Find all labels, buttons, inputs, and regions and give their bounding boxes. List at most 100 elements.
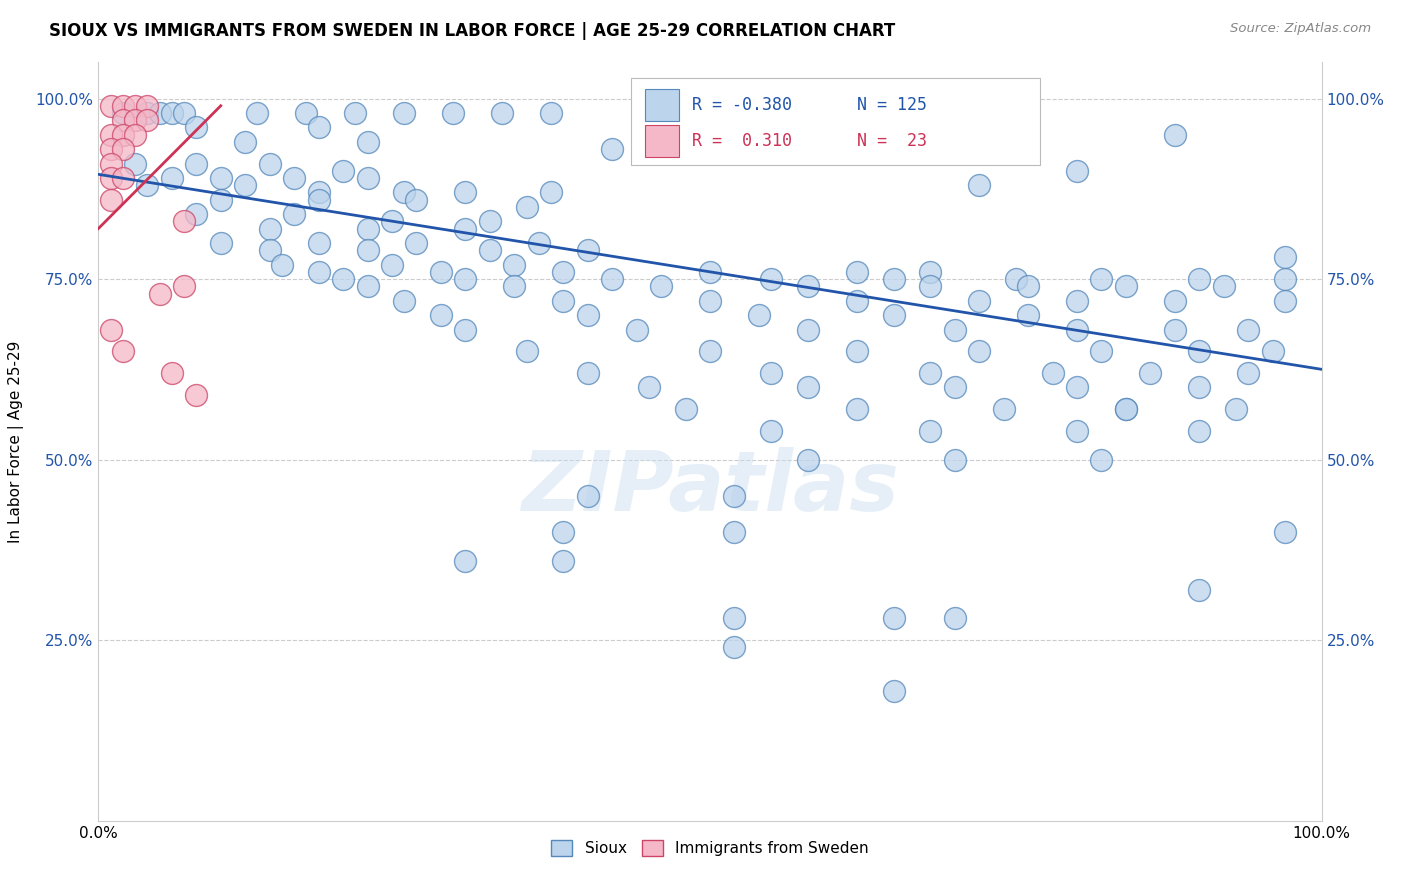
Point	[943, 611, 966, 625]
Point	[967, 293, 990, 308]
Point	[943, 323, 966, 337]
Point	[124, 99, 146, 113]
Point	[392, 186, 416, 200]
Point	[503, 279, 526, 293]
Point	[527, 235, 550, 250]
Text: R =  0.310: R = 0.310	[692, 132, 792, 150]
Point	[797, 380, 820, 394]
Point	[441, 106, 464, 120]
Point	[332, 272, 354, 286]
Point	[308, 186, 330, 200]
Point	[308, 120, 330, 135]
Point	[1274, 293, 1296, 308]
Bar	[645, 126, 679, 157]
Point	[136, 106, 159, 120]
Point	[149, 286, 172, 301]
Point	[381, 214, 404, 228]
Point	[405, 235, 427, 250]
Point	[160, 171, 183, 186]
Point	[920, 366, 942, 380]
Point	[1066, 323, 1088, 337]
Point	[100, 142, 122, 156]
Point	[553, 293, 575, 308]
Point	[943, 106, 966, 120]
Point	[1017, 308, 1039, 322]
Point	[173, 214, 195, 228]
Point	[761, 424, 783, 438]
Point	[1115, 402, 1137, 417]
Point	[124, 156, 146, 170]
Point	[160, 366, 183, 380]
Point	[111, 171, 134, 186]
Point	[761, 272, 783, 286]
Point	[553, 554, 575, 568]
Point	[186, 387, 208, 401]
Point	[1188, 272, 1211, 286]
Point	[797, 279, 820, 293]
Point	[600, 142, 623, 156]
Point	[136, 113, 159, 128]
Point	[540, 106, 562, 120]
Point	[1225, 402, 1247, 417]
Point	[1139, 366, 1161, 380]
FancyBboxPatch shape	[630, 78, 1040, 165]
Text: SIOUX VS IMMIGRANTS FROM SWEDEN IN LABOR FORCE | AGE 25-29 CORRELATION CHART: SIOUX VS IMMIGRANTS FROM SWEDEN IN LABOR…	[49, 22, 896, 40]
Point	[233, 178, 256, 193]
Point	[797, 323, 820, 337]
Point	[111, 344, 134, 359]
Point	[503, 258, 526, 272]
Point	[1274, 524, 1296, 539]
Point	[1115, 279, 1137, 293]
Point	[259, 156, 281, 170]
Point	[111, 113, 134, 128]
Point	[1066, 380, 1088, 394]
Point	[454, 186, 477, 200]
Point	[308, 193, 330, 207]
Point	[173, 106, 195, 120]
Y-axis label: In Labor Force | Age 25-29: In Labor Force | Age 25-29	[8, 341, 24, 542]
Point	[136, 99, 159, 113]
Point	[845, 344, 868, 359]
Point	[478, 214, 501, 228]
Point	[515, 344, 537, 359]
Point	[136, 178, 159, 193]
Point	[1261, 344, 1284, 359]
Point	[209, 193, 232, 207]
Point	[576, 489, 599, 503]
Point	[1274, 272, 1296, 286]
Point	[332, 163, 354, 178]
Point	[454, 272, 477, 286]
Point	[100, 99, 122, 113]
Point	[356, 243, 378, 257]
Point	[1188, 344, 1211, 359]
Point	[1164, 323, 1187, 337]
Point	[100, 171, 122, 186]
Point	[430, 308, 453, 322]
Point	[723, 611, 745, 625]
Point	[553, 524, 575, 539]
Point	[1237, 323, 1260, 337]
Point	[209, 171, 232, 186]
Point	[515, 200, 537, 214]
Point	[381, 258, 404, 272]
Point	[1115, 402, 1137, 417]
Point	[259, 221, 281, 235]
Point	[392, 293, 416, 308]
Point	[920, 265, 942, 279]
Point	[883, 308, 905, 322]
Point	[967, 178, 990, 193]
Point	[845, 402, 868, 417]
Point	[100, 323, 122, 337]
Point	[1004, 272, 1026, 286]
Point	[600, 272, 623, 286]
Point	[699, 293, 721, 308]
Point	[920, 424, 942, 438]
Text: ZIPatlas: ZIPatlas	[522, 447, 898, 527]
Point	[1188, 582, 1211, 597]
Point	[124, 128, 146, 142]
Point	[149, 106, 172, 120]
Point	[699, 344, 721, 359]
Point	[723, 640, 745, 655]
Point	[1090, 344, 1112, 359]
Point	[637, 380, 661, 394]
